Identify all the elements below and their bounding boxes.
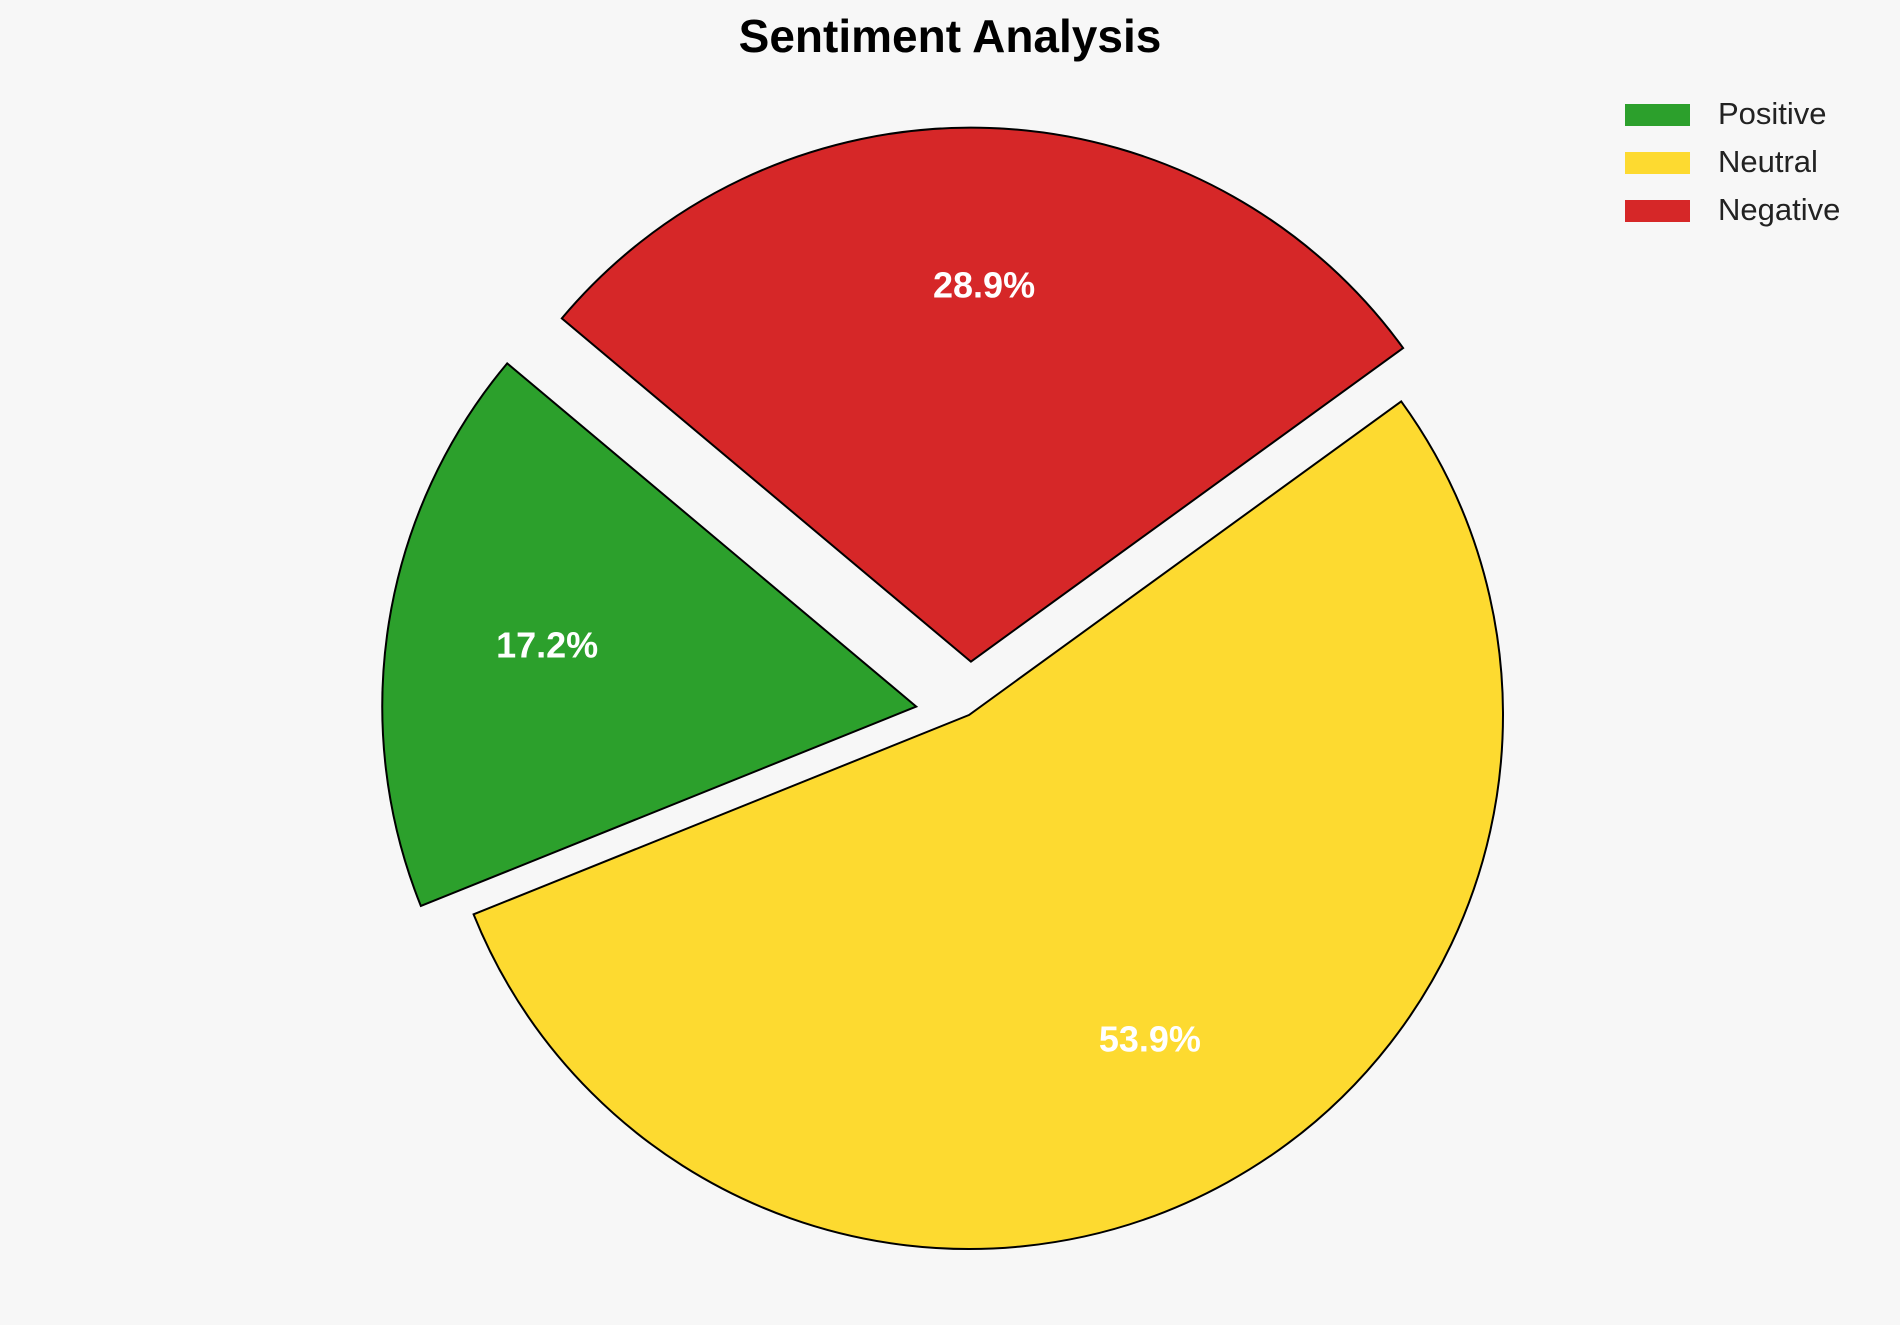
slice-label: 17.2% [496,624,598,665]
legend-swatch [1625,152,1690,174]
legend-label: Negative [1718,192,1840,227]
chart-title: Sentiment Analysis [739,10,1162,62]
pie-slice [560,126,1405,663]
pie-slice [381,361,919,908]
slice-label: 28.9% [933,265,1035,306]
pie-slice [472,400,1504,1251]
legend-swatch [1625,104,1690,126]
legend-label: Neutral [1718,144,1818,179]
slice-label: 53.9% [1099,1019,1201,1060]
legend-swatch [1625,200,1690,222]
legend-label: Positive [1718,96,1827,131]
